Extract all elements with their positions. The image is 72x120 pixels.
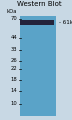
Text: kDa: kDa <box>7 9 17 14</box>
Bar <box>20 20 54 26</box>
Text: 14: 14 <box>11 88 17 93</box>
Text: Western Blot: Western Blot <box>17 1 62 7</box>
Text: - 61kDa: - 61kDa <box>59 20 72 25</box>
Text: 22: 22 <box>11 66 17 72</box>
Text: 18: 18 <box>11 77 17 82</box>
Text: 70: 70 <box>11 16 17 21</box>
Text: 44: 44 <box>11 35 17 40</box>
Text: 10: 10 <box>11 101 17 106</box>
Text: 26: 26 <box>11 58 17 63</box>
Text: 33: 33 <box>11 47 17 52</box>
Bar <box>20 16 56 116</box>
